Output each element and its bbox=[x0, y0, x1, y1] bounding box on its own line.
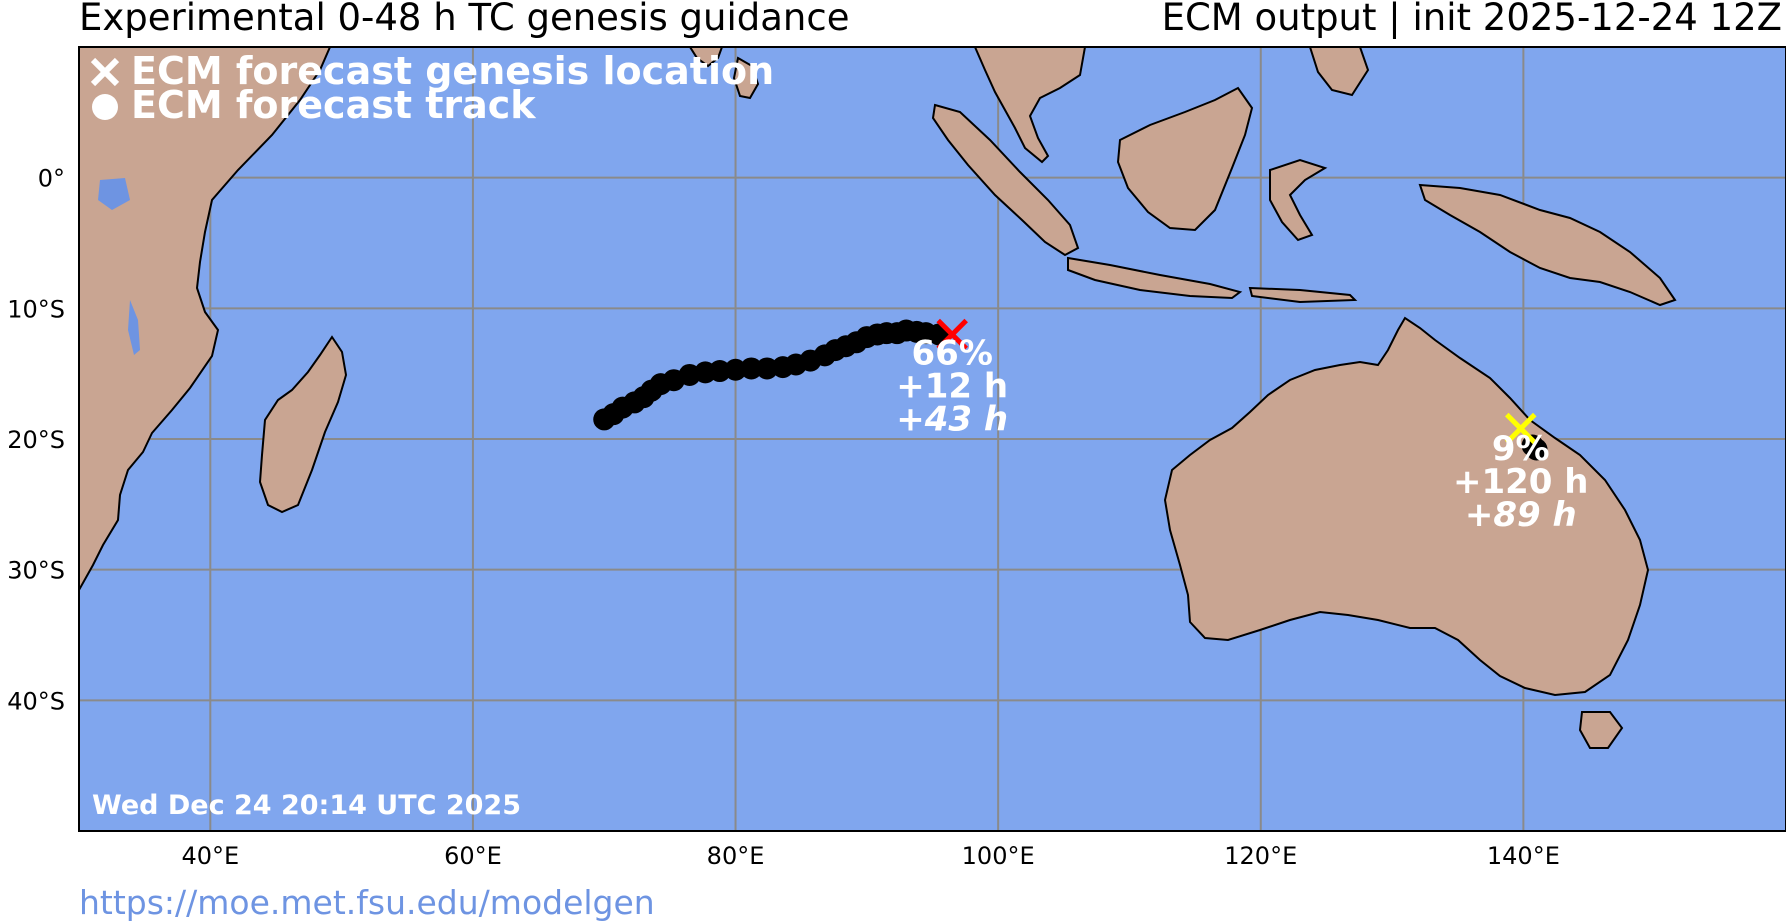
lon-tick-label: 140°E bbox=[1487, 842, 1560, 870]
new-guinea-landmass bbox=[1418, 183, 1677, 307]
borneo-landmass bbox=[1116, 86, 1254, 232]
track-point bbox=[771, 356, 794, 379]
longitude-tick-labels: 40°E 60°E 80°E 100°E 120°E 140°E bbox=[181, 842, 1559, 870]
lake-malawi bbox=[128, 300, 140, 355]
storm-duration: +43 h bbox=[896, 400, 1008, 440]
genesis-probability: 9% bbox=[1492, 429, 1550, 469]
lat-tick-label: 30°S bbox=[7, 557, 65, 585]
lon-tick-label: 80°E bbox=[707, 842, 765, 870]
sri-lanka-landmass bbox=[732, 56, 760, 100]
legend: ECM forecast genesis location ECM foreca… bbox=[90, 49, 774, 127]
tasmania-landmass bbox=[1578, 711, 1624, 749]
timestamp: Wed Dec 24 20:14 UTC 2025 bbox=[92, 790, 521, 821]
lat-tick-label: 40°S bbox=[7, 687, 65, 715]
map-frame bbox=[78, 46, 1786, 832]
lat-tick-label: 0° bbox=[38, 165, 65, 193]
australia-landmass bbox=[1163, 316, 1650, 697]
x-mark-icon bbox=[90, 57, 120, 87]
lon-tick-label: 100°E bbox=[962, 842, 1035, 870]
lon-tick-label: 60°E bbox=[444, 842, 502, 870]
africa-landmass bbox=[79, 47, 332, 593]
track-point bbox=[740, 357, 763, 380]
legend-track-label: ECM forecast track bbox=[131, 83, 536, 127]
storm-duration: +89 h bbox=[1465, 495, 1577, 535]
storm-layer: 66%+12 h+43 h 9%+120 h+89 h bbox=[593, 318, 1589, 535]
storm-1: 9%+120 h+89 h bbox=[1453, 412, 1589, 535]
lon-tick-label: 40°E bbox=[181, 842, 239, 870]
map-title: Experimental 0-48 h TC genesis guidance bbox=[79, 0, 849, 39]
genesis-marker-icon bbox=[936, 318, 968, 351]
lat-tick-label: 20°S bbox=[7, 426, 65, 454]
sumatra-landmass bbox=[931, 103, 1080, 257]
lon-tick-label: 120°E bbox=[1224, 842, 1297, 870]
india-landmass bbox=[688, 47, 724, 68]
landmasses bbox=[79, 47, 1677, 749]
genesis-probability: 66% bbox=[912, 334, 993, 374]
sulawesi-landmass bbox=[1269, 158, 1328, 242]
lake-victoria bbox=[98, 178, 130, 210]
lat-tick-label: 10°S bbox=[7, 295, 65, 323]
source-url[interactable]: https://moe.met.fsu.edu/modelgen bbox=[79, 883, 655, 922]
genesis-lead-time: +12 h bbox=[896, 367, 1008, 407]
storm-0: 66%+12 h+43 h bbox=[593, 318, 1008, 440]
philippines-landmass bbox=[1308, 47, 1370, 97]
lesser-sunda-islands bbox=[1248, 286, 1358, 304]
map-subtitle: ECM output | init 2025-12-24 12Z bbox=[1162, 0, 1782, 39]
genesis-marker-icon bbox=[1504, 412, 1537, 445]
java-landmass bbox=[1067, 256, 1243, 300]
madagascar-landmass bbox=[258, 335, 348, 514]
track-point bbox=[593, 408, 616, 431]
dot-icon bbox=[92, 94, 118, 120]
genesis-lead-time: +120 h bbox=[1453, 462, 1589, 502]
legend-genesis-label: ECM forecast genesis location bbox=[131, 49, 774, 93]
latitude-tick-labels: 0° 10°S 20°S 30°S 40°S bbox=[7, 165, 65, 716]
malay-peninsula-landmass bbox=[973, 47, 1087, 164]
track-point bbox=[1525, 438, 1548, 461]
track-point bbox=[756, 357, 779, 380]
track-point bbox=[724, 358, 747, 381]
